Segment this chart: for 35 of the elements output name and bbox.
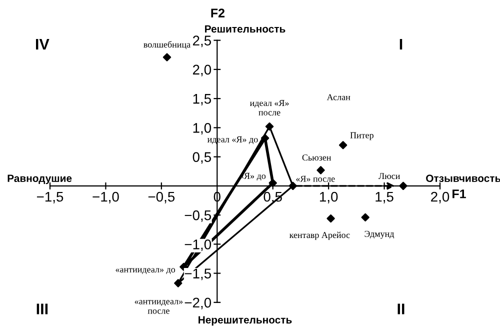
text: III [36,304,48,314]
y-tick-label: 0,5 [192,152,212,164]
y-tick-label: 2,5 [192,36,212,48]
annotation: кентавр Арейос [289,232,350,240]
y-tick-label: 1,5 [193,94,212,106]
y-tick-label: −1,0 [184,239,212,251]
y-tick-label: −1,5 [184,268,212,280]
annotation: Люси [378,173,400,180]
annotation: Аслан [326,94,350,100]
annotation: волшебница [144,41,190,50]
x-tick-label: 1,0 [320,192,338,204]
text: Решительность [205,25,286,33]
x-tick-label: 1,5 [376,192,394,204]
annotation: Равнодушие [8,174,72,184]
annotation: «Я» после [296,176,335,182]
annotation: Сьюзен [302,154,332,161]
y-tick-label: −0,5 [184,210,212,222]
x-axis-title: F1 [452,190,466,198]
annotation: I [400,39,402,50]
annotation: «антиидеал» после [134,300,183,314]
text: II [398,304,404,314]
y-tick-label: 2,0 [192,64,212,76]
x-tick-label: 2,0 [431,192,450,204]
y-tick-label: −2,0 [184,298,212,310]
x-tick-label: −0,5 [148,192,175,204]
annotation: Питер [350,132,374,140]
annotation: «антиидеал» до [116,268,176,274]
text: Нерешительность [198,316,292,326]
x-tick-label: −1,5 [36,192,64,204]
y-tick-label: 1,0 [193,123,212,134]
annotation: Эдмунд [364,230,394,239]
y-axis-title: F2 [211,8,224,18]
text: IV [36,39,50,50]
annotation: идеал «Я» после [250,100,289,116]
x-tick-label: −1,0 [92,192,119,204]
